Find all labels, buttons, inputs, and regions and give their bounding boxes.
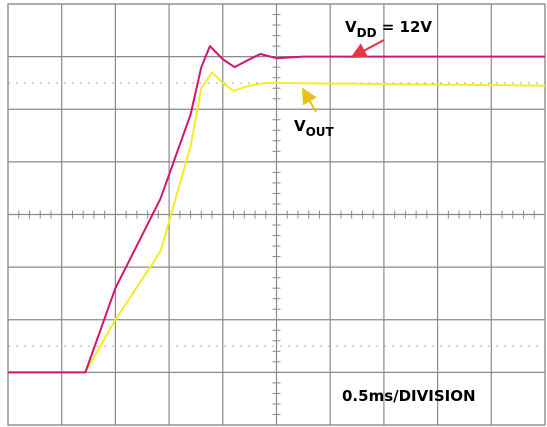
trace	[8, 45, 545, 374]
timebase-label: 0.5ms/DIVISION	[342, 387, 476, 405]
vout-label: VOUT	[294, 117, 335, 139]
trace	[8, 71, 546, 374]
vout-arrow	[302, 87, 317, 113]
vdd-arrow	[350, 39, 385, 58]
screen-border	[7, 3, 546, 426]
vdd-label: VDD = 12V	[345, 18, 432, 40]
